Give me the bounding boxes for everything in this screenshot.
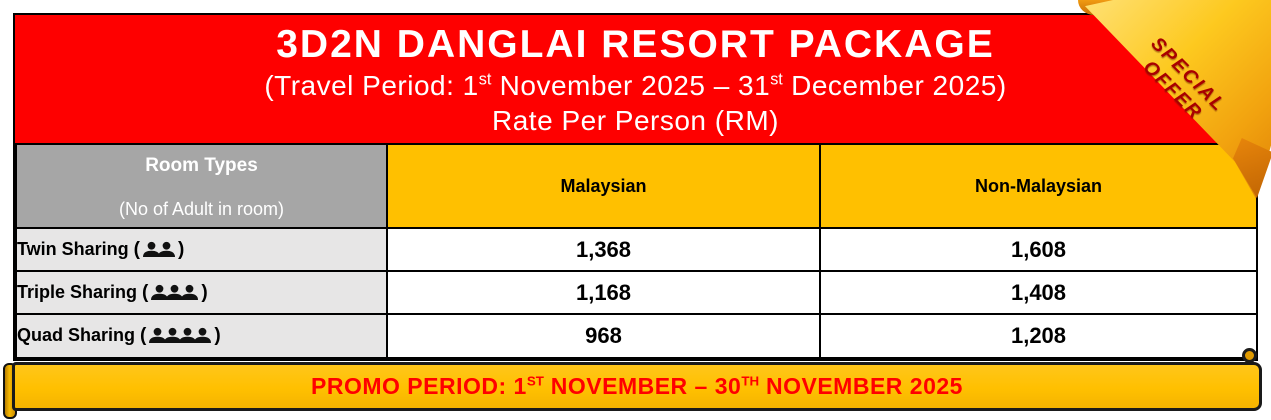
price-quad-non-malaysian: 1,208 (819, 313, 1258, 359)
red-header-banner: 3D2N DANGLAI RESORT PACKAGE (Travel Peri… (15, 15, 1256, 143)
travel-period-part3: December 2025) (782, 70, 1007, 102)
room-types-header-cell: Room Types (No of Adult in room) (15, 143, 388, 229)
rates-table: Room Types (No of Adult in room) Malaysi… (15, 143, 1258, 359)
travel-period-part1: (Travel Period: 1 (264, 70, 479, 102)
page-title: 3D2N DANGLAI RESORT PACKAGE (276, 22, 995, 66)
person-icon (143, 241, 160, 257)
paren-open: ( (133, 238, 140, 260)
paren-close: ) (201, 281, 208, 303)
promo-part3: NOVEMBER 2025 (759, 373, 963, 399)
table-row-twin-sharing: Twin Sharing ( ) 1,368 1,608 (15, 227, 1258, 272)
person-icon (166, 284, 184, 300)
room-type-text: Triple Sharing (17, 281, 143, 302)
room-type-label-quad: Quad Sharing ( ) (15, 313, 388, 359)
room-type-label-twin: Twin Sharing ( ) (15, 227, 388, 272)
person-icon (181, 284, 199, 300)
room-types-subtitle: (No of Adult in room) (118, 198, 285, 219)
promo-period-banner: PROMO PERIOD: 1ST NOVEMBER – 30TH NOVEMB… (12, 362, 1262, 411)
person-icon (149, 327, 167, 344)
travel-period-sup2: st (770, 71, 783, 90)
person-icon (179, 327, 197, 344)
person-icon (158, 241, 175, 257)
paren-close: ) (214, 325, 221, 346)
price-quad-malaysian: 968 (386, 313, 821, 359)
promo-part2: NOVEMBER – 30 (543, 373, 742, 399)
room-types-title: Room Types (145, 154, 258, 176)
table-header-row: Room Types (No of Adult in room) Malaysi… (15, 143, 1258, 229)
room-type-label-triple: Triple Sharing ( ) (15, 270, 388, 315)
table-row-triple-sharing: Triple Sharing ( ) 1,168 1,408 (15, 270, 1258, 315)
travel-period-part2: November 2025 – 31 (491, 70, 771, 102)
room-type-text: Quad Sharing (17, 325, 141, 345)
promo-period-text: PROMO PERIOD: 1ST NOVEMBER – 30TH NOVEMB… (311, 373, 963, 400)
price-twin-non-malaysian: 1,608 (819, 227, 1258, 272)
price-triple-non-malaysian: 1,408 (819, 270, 1258, 315)
column-header-non-malaysian: Non-Malaysian (819, 143, 1258, 229)
room-type-text: Twin Sharing (17, 238, 134, 259)
person-icons-group (142, 241, 176, 258)
paren-open: ( (140, 325, 147, 346)
paren-open: ( (142, 281, 149, 303)
banner-curl-knob (1242, 348, 1257, 363)
person-icon (194, 327, 212, 344)
person-icons-group (150, 284, 199, 301)
promo-sup1: ST (526, 373, 544, 389)
promo-part1: PROMO PERIOD: 1 (311, 373, 527, 399)
table-row-quad-sharing: Quad Sharing ( ) 968 1,208 (15, 313, 1258, 359)
package-panel: 3D2N DANGLAI RESORT PACKAGE (Travel Peri… (13, 13, 1258, 361)
price-triple-malaysian: 1,168 (386, 270, 821, 315)
travel-period-sup1: st (478, 71, 492, 90)
person-icon (164, 327, 182, 344)
price-twin-malaysian: 1,368 (386, 227, 821, 272)
person-icon (151, 284, 169, 300)
travel-period-line: (Travel Period: 1st November 2025 – 31st… (264, 72, 1006, 100)
paren-close: ) (178, 238, 185, 260)
rate-per-person-label: Rate Per Person (RM) (492, 105, 779, 137)
person-icons-group (148, 327, 212, 344)
column-header-malaysian: Malaysian (386, 143, 821, 229)
promo-sup2: TH (741, 373, 760, 389)
